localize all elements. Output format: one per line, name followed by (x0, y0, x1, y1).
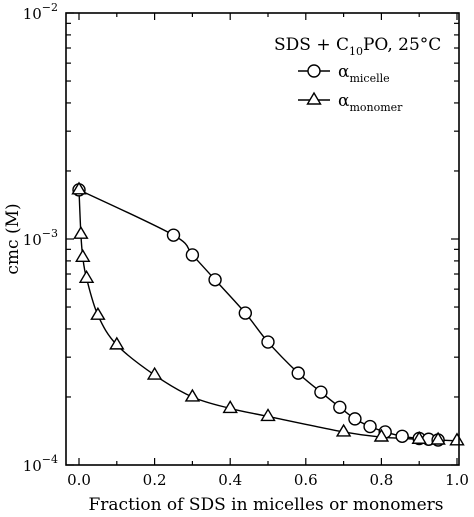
x-tick-label: 0.8 (369, 471, 393, 489)
data-point-circle (363, 419, 377, 434)
x-tick-label: 1.0 (445, 471, 469, 489)
x-tick-label: 0.0 (67, 471, 91, 489)
data-point-triangle (260, 408, 276, 422)
tick-layer (66, 12, 459, 466)
x-axis-title: Fraction of SDS in micelles or monomers (88, 495, 443, 515)
data-point-triangle (109, 336, 125, 350)
data-point-circle (185, 248, 200, 262)
data-point-circle (166, 228, 181, 242)
data-point-triangle (75, 248, 91, 262)
data-point-triangle (430, 431, 446, 445)
y-tick-label: 10−4 (23, 453, 58, 475)
legend-label-monomer: αmonomer (338, 91, 403, 114)
marker-layer (71, 181, 465, 447)
tick-labels: 0.0 0.2 0.4 0.6 0.8 1.0 10−2 10−3 10−4 (23, 1, 469, 489)
data-point-circle (348, 412, 362, 426)
data-point-triangle (78, 269, 95, 284)
x-tick-label: 0.4 (218, 471, 242, 489)
curve-layer (78, 189, 458, 442)
legend-label-micelle: αmicelle (338, 62, 390, 85)
data-point-circle (395, 429, 409, 443)
data-point-triangle (146, 366, 163, 380)
data-point-triangle (73, 225, 89, 239)
y-axis-title: cmc (M) (3, 203, 23, 274)
legend-marker-triangle (306, 91, 322, 105)
data-point-circle (261, 335, 275, 349)
series-circle-curve (78, 189, 439, 441)
legend-title: SDS + C10PO, 25°C (274, 35, 441, 58)
plot-frame (65, 12, 460, 466)
data-point-triangle (373, 428, 390, 442)
data-point-triangle (184, 388, 201, 402)
y-tick-label: 10−2 (23, 1, 58, 23)
data-point-circle (291, 366, 305, 380)
data-point-circle (208, 273, 222, 287)
data-point-triangle (449, 432, 465, 446)
data-point-triangle (71, 181, 87, 195)
x-tick-label: 0.2 (143, 471, 167, 489)
data-point-triangle (90, 306, 106, 320)
series-triangle-curve (78, 189, 458, 442)
data-point-triangle (335, 423, 352, 437)
data-point-triangle (411, 430, 427, 444)
x-tick-label: 0.6 (294, 471, 318, 489)
y-tick-label: 10−3 (23, 227, 58, 249)
data-point-circle (333, 400, 347, 415)
legend: SDS + C10PO, 25°C αmicelle αmonomer (274, 35, 441, 114)
data-point-circle (238, 306, 253, 320)
legend-marker-circle (307, 64, 321, 78)
data-point-triangle (222, 400, 238, 414)
data-point-circle (314, 385, 328, 399)
